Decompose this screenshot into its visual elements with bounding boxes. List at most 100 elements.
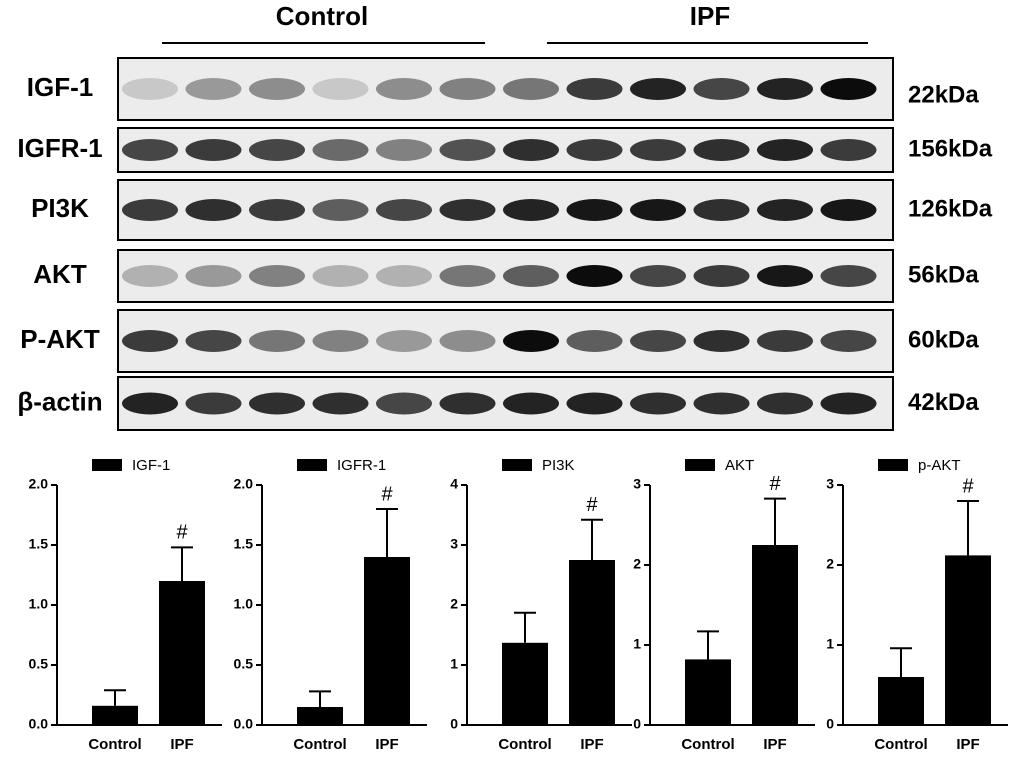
band [185, 78, 242, 100]
bar [92, 705, 138, 725]
band [630, 78, 686, 100]
band [376, 265, 432, 287]
blot-row-label: β-actin [17, 386, 102, 416]
band [693, 78, 750, 100]
band [693, 392, 750, 415]
legend-label: IGF-1 [132, 457, 170, 474]
band [185, 139, 242, 161]
y-tick-label: 4 [450, 476, 458, 492]
band [693, 330, 750, 352]
band [503, 330, 559, 352]
band [630, 392, 686, 415]
band [630, 330, 686, 352]
band [630, 265, 686, 287]
band [439, 199, 496, 221]
x-tick-label: Control [88, 736, 141, 753]
band [439, 265, 496, 287]
x-tick-label: Control [293, 736, 346, 753]
y-tick-label: 1.0 [29, 596, 49, 612]
y-tick-label: 1.0 [234, 596, 254, 612]
band [439, 78, 496, 100]
band [376, 330, 432, 352]
y-tick-label: 1 [633, 636, 641, 652]
band [566, 78, 623, 100]
band [122, 78, 178, 100]
legend-label: IGFR-1 [337, 457, 386, 474]
bar [364, 557, 410, 725]
band [757, 392, 813, 415]
band [566, 330, 623, 352]
x-tick-label: IPF [956, 736, 979, 753]
band [439, 330, 496, 352]
blot-size-label: 22kDa [908, 81, 979, 108]
band [249, 265, 305, 287]
bar [945, 555, 991, 725]
y-tick-label: 2 [633, 556, 641, 572]
band [503, 265, 559, 287]
band [820, 265, 877, 287]
band [185, 199, 242, 221]
band [376, 199, 432, 221]
band [249, 139, 305, 161]
band [693, 265, 750, 287]
x-tick-label: IPF [763, 736, 786, 753]
band [693, 139, 750, 161]
bar [685, 659, 731, 725]
band [312, 265, 369, 287]
y-tick-label: 3 [633, 476, 641, 492]
blot-row-label: PI3K [31, 193, 89, 223]
band [249, 199, 305, 221]
y-tick-label: 2.0 [234, 476, 254, 492]
band [185, 392, 242, 415]
band [566, 199, 623, 221]
band [249, 392, 305, 415]
band [249, 78, 305, 100]
y-tick-label: 0.5 [234, 656, 254, 672]
band [693, 199, 750, 221]
x-tick-label: IPF [170, 736, 193, 753]
x-tick-label: Control [498, 736, 551, 753]
annotation: # [769, 473, 781, 495]
legend-swatch [502, 459, 532, 471]
bar [297, 707, 343, 725]
band [439, 392, 496, 415]
group-label: Control [276, 1, 368, 31]
x-tick-label: IPF [375, 736, 398, 753]
legend-swatch [685, 459, 715, 471]
annotation: # [962, 475, 974, 497]
band [820, 330, 877, 352]
band [122, 265, 178, 287]
band [122, 330, 178, 352]
blot-row-label: IGFR-1 [17, 133, 102, 163]
band [820, 78, 877, 100]
annotation: # [176, 522, 188, 544]
band [312, 139, 369, 161]
band [757, 265, 813, 287]
legend-swatch [878, 459, 908, 471]
blot-size-label: 42kDa [908, 389, 979, 416]
y-tick-label: 3 [450, 536, 458, 552]
legend-label: p-AKT [918, 457, 961, 474]
y-tick-label: 2 [826, 556, 834, 572]
band [757, 139, 813, 161]
blot-size-label: 56kDa [908, 261, 979, 288]
band [503, 78, 559, 100]
band [312, 330, 369, 352]
band [820, 139, 877, 161]
band [630, 139, 686, 161]
band [820, 392, 877, 415]
band [185, 265, 242, 287]
band [122, 199, 178, 221]
band [566, 392, 623, 415]
y-tick-label: 0 [826, 716, 834, 732]
bar [569, 560, 615, 725]
blot-row-label: AKT [33, 259, 87, 289]
y-tick-label: 3 [826, 476, 834, 492]
band [757, 330, 813, 352]
band [630, 199, 686, 221]
y-tick-label: 0.0 [234, 716, 254, 732]
band [376, 78, 432, 100]
y-tick-label: 2 [450, 596, 458, 612]
y-tick-label: 0.0 [29, 716, 49, 732]
